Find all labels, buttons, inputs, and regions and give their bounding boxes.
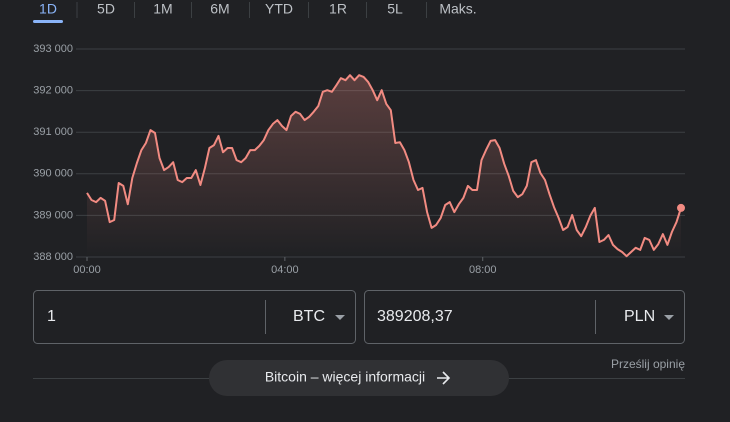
tab[interactable]: Maks.	[439, 1, 476, 17]
y-tick-label: 392 000	[33, 85, 73, 97]
tab[interactable]: YTD	[265, 1, 293, 17]
y-tick-label: 391 000	[33, 126, 73, 138]
from-currency[interactable]: BTC	[293, 308, 325, 325]
tab[interactable]: 1M	[153, 1, 172, 17]
tab[interactable]: 5L	[387, 1, 403, 17]
tab[interactable]: 1D	[39, 1, 57, 17]
tabs: 1D 5D 1M 6M YTD 1R 5L Maks.	[33, 1, 477, 23]
chart: 388 000 389 000 390 000 391 000 392 000 393 0…	[33, 43, 685, 276]
dropdown-arrow[interactable]	[335, 315, 345, 320]
to-currency[interactable]: PLN	[624, 308, 655, 325]
dropdown-arrow[interactable]	[664, 315, 674, 320]
result[interactable]: 389208,37	[377, 308, 453, 325]
x-tick-label: 04:00	[271, 264, 299, 276]
tab-indicator	[33, 20, 63, 23]
amount[interactable]: 1	[47, 308, 56, 325]
x-tick-label: 08:00	[469, 264, 497, 276]
more-button-label[interactable]: Bitcoin – więcej informacji	[265, 369, 425, 385]
x-tick-label: 00:00	[73, 264, 101, 276]
y-tick-label: 390 000	[33, 168, 73, 180]
amount-box[interactable]	[33, 290, 356, 344]
tab[interactable]: 6M	[210, 1, 229, 17]
more-button[interactable]	[209, 360, 509, 396]
price-line	[86, 74, 682, 258]
arrow-icon	[437, 371, 451, 385]
tab[interactable]: 1R	[329, 1, 347, 17]
result-box[interactable]	[364, 290, 685, 344]
y-tick-label: 393 000	[33, 43, 73, 55]
last-point	[677, 203, 685, 212]
tab[interactable]: 5D	[97, 1, 115, 17]
area	[87, 75, 681, 257]
y-tick-label: 389 000	[33, 209, 73, 221]
feedback-link[interactable]: Prześlij opinię	[611, 357, 685, 371]
y-tick-label: 388 000	[33, 251, 73, 263]
